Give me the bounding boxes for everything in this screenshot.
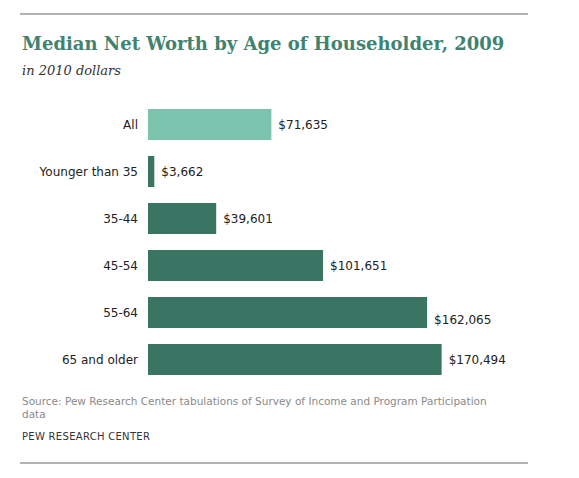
category-label: 45-54 [103, 259, 138, 273]
data-label: $162,065 [434, 313, 491, 327]
credit: PEW RESEARCH CENTER [22, 431, 150, 442]
title: Median Net Worth by Age of Householder, … [22, 33, 504, 54]
subtitle: in 2010 dollars [22, 63, 121, 78]
category-label: All [123, 118, 138, 132]
bar [148, 250, 323, 281]
bars [148, 109, 442, 375]
bar [148, 344, 442, 375]
category-label: 55-64 [103, 306, 138, 320]
category-label: 65 and older [62, 353, 138, 367]
data-label: $39,601 [223, 212, 273, 226]
top-rule [20, 14, 528, 15]
category-label: Younger than 35 [39, 165, 138, 179]
data-label: $3,662 [161, 165, 203, 179]
bar [148, 156, 154, 187]
data-label: $71,635 [278, 118, 328, 132]
bar [148, 203, 216, 234]
category-label: 35-44 [103, 212, 138, 226]
bar [148, 297, 427, 328]
bottom-rule [20, 463, 528, 464]
data-label: $101,651 [330, 259, 387, 273]
data-label: $170,494 [449, 353, 506, 367]
bar [148, 109, 271, 140]
source-note: Source: Pew Research Center tabulations … [22, 395, 492, 421]
